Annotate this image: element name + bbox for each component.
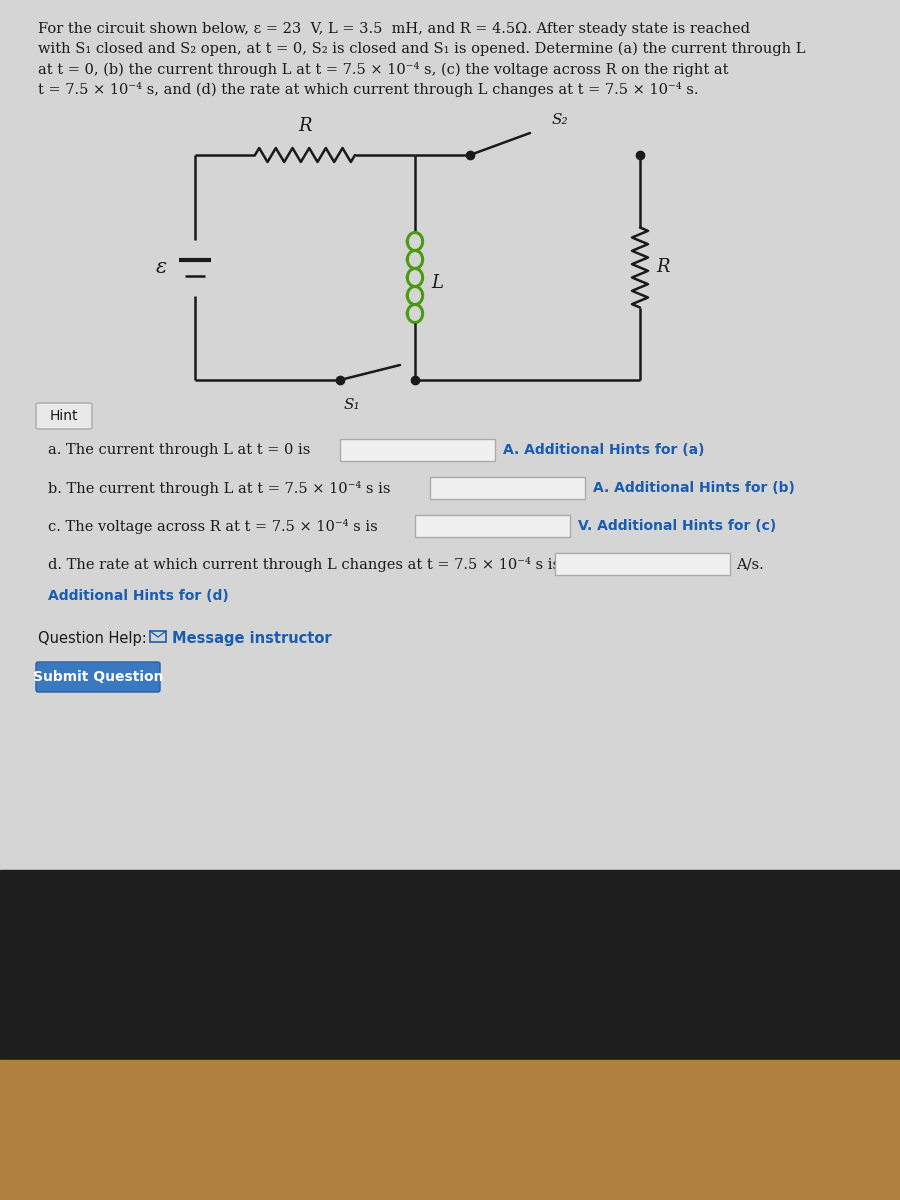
Text: S₂: S₂ bbox=[552, 113, 568, 127]
Text: d. The rate at which current through L changes at t = 7.5 × 10⁻⁴ s is: d. The rate at which current through L c… bbox=[48, 557, 560, 571]
Text: Hint: Hint bbox=[50, 409, 78, 422]
Text: For the circuit shown below, ε = 23  V, L = 3.5  mH, and R = 4.5Ω. After steady : For the circuit shown below, ε = 23 V, L… bbox=[38, 22, 750, 36]
Text: c. The voltage across R at t = 7.5 × 10⁻⁴ s is: c. The voltage across R at t = 7.5 × 10⁻… bbox=[48, 518, 378, 534]
Text: with S₁ closed and S₂ open, at t = 0, S₂ is closed and S₁ is opened. Determine (: with S₁ closed and S₂ open, at t = 0, S₂… bbox=[38, 42, 805, 56]
Bar bbox=[415, 515, 570, 538]
Text: Additional Hints for (d): Additional Hints for (d) bbox=[48, 589, 229, 602]
Bar bbox=[150, 631, 166, 642]
Text: A/s.: A/s. bbox=[736, 557, 764, 571]
Bar bbox=[340, 439, 495, 461]
Bar bbox=[0, 0, 900, 870]
Bar bbox=[0, 1060, 900, 1200]
Text: ε: ε bbox=[156, 258, 167, 277]
FancyBboxPatch shape bbox=[36, 403, 92, 428]
Text: R: R bbox=[298, 116, 311, 134]
Text: V. Additional Hints for (c): V. Additional Hints for (c) bbox=[578, 518, 776, 533]
Text: Question Help:: Question Help: bbox=[38, 630, 147, 646]
Text: b. The current through L at t = 7.5 × 10⁻⁴ s is: b. The current through L at t = 7.5 × 10… bbox=[48, 480, 391, 496]
Text: a. The current through L at t = 0 is: a. The current through L at t = 0 is bbox=[48, 443, 310, 457]
Text: S₁: S₁ bbox=[344, 398, 360, 412]
Bar bbox=[0, 870, 900, 1060]
Bar bbox=[555, 553, 730, 575]
Text: Message instructor: Message instructor bbox=[172, 630, 331, 646]
Text: A. Additional Hints for (b): A. Additional Hints for (b) bbox=[593, 481, 795, 494]
Text: L: L bbox=[431, 274, 443, 292]
Text: t = 7.5 × 10⁻⁴ s, and (d) the rate at which current through L changes at t = 7.5: t = 7.5 × 10⁻⁴ s, and (d) the rate at wh… bbox=[38, 82, 698, 97]
Text: Submit Question: Submit Question bbox=[32, 670, 163, 684]
Text: R: R bbox=[656, 258, 670, 276]
Text: A. Additional Hints for (a): A. Additional Hints for (a) bbox=[503, 443, 705, 457]
FancyBboxPatch shape bbox=[36, 662, 160, 692]
Text: at t = 0, (b) the current through L at t = 7.5 × 10⁻⁴ s, (c) the voltage across : at t = 0, (b) the current through L at t… bbox=[38, 62, 728, 77]
Bar bbox=[430, 476, 585, 499]
